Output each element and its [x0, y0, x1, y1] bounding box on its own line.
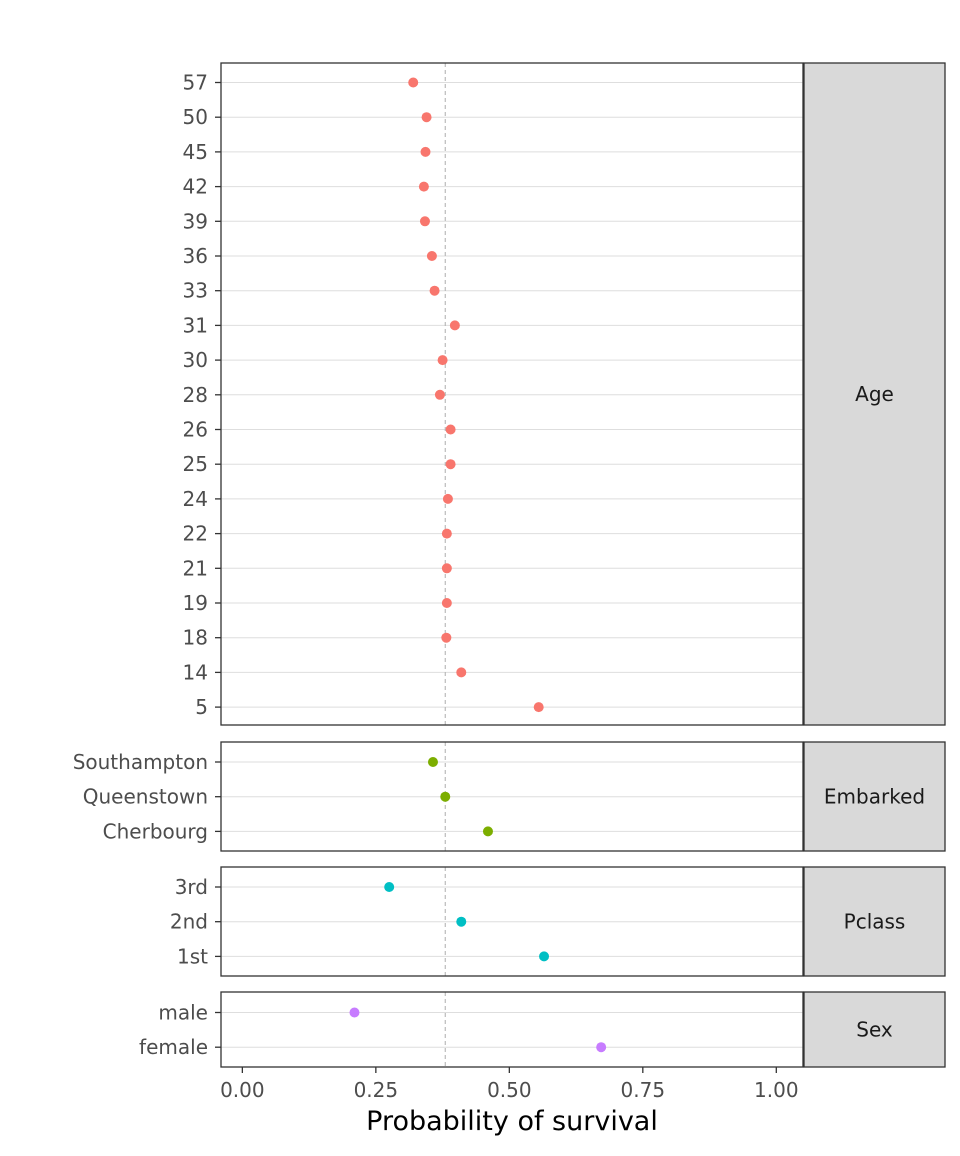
y-tick-label: Cherbourg: [103, 819, 208, 843]
facet-strip-label: Sex: [856, 1018, 893, 1042]
y-tick-label: male: [158, 1001, 208, 1025]
data-point: [441, 632, 452, 643]
data-point: [482, 826, 493, 837]
data-point: [456, 667, 467, 678]
y-tick-label: 57: [183, 71, 208, 95]
data-point: [421, 112, 432, 123]
facet-strip-label: Age: [855, 382, 894, 406]
y-tick-label: Queenstown: [83, 785, 208, 809]
data-point: [437, 355, 448, 366]
panel-border: [220, 991, 804, 1068]
x-tick-label: 0.75: [621, 1078, 666, 1102]
data-point: [384, 882, 395, 892]
data-point: [441, 563, 452, 574]
x-tick-label: 0.50: [487, 1078, 532, 1102]
data-point: [442, 493, 453, 504]
y-tick-label: 19: [183, 591, 208, 615]
data-point: [440, 791, 451, 802]
data-point: [596, 1042, 607, 1053]
data-point: [441, 528, 452, 539]
data-point: [349, 1007, 360, 1018]
y-tick-label: 39: [183, 209, 208, 233]
y-tick-label: 28: [183, 383, 208, 407]
x-axis-title: Probability of survival: [366, 1106, 658, 1137]
data-point: [456, 916, 467, 927]
y-tick-label: 30: [183, 348, 208, 372]
facet-strip-label: Pclass: [844, 910, 906, 934]
y-tick-label: 2nd: [170, 910, 208, 934]
facet-strip: [803, 991, 946, 1068]
data-point: [441, 598, 452, 608]
y-tick-label: 33: [183, 279, 208, 303]
facet-strip-label: Embarked: [824, 785, 925, 809]
data-point: [449, 320, 460, 331]
y-tick-label: 24: [183, 487, 208, 511]
y-tick-label: 21: [183, 556, 208, 580]
panel-background-age: [221, 63, 803, 725]
panel-border: [220, 62, 804, 726]
y-tick-label: female: [139, 1035, 208, 1059]
y-tick-label: 25: [183, 452, 208, 476]
data-point: [429, 285, 440, 296]
x-tick-label: 0.00: [220, 1078, 265, 1102]
y-tick-label: 18: [183, 626, 208, 650]
y-tick-label: 42: [183, 175, 208, 199]
y-tick-label: 36: [183, 244, 208, 268]
y-tick-label: 45: [183, 140, 208, 164]
y-tick-label: 14: [183, 660, 208, 684]
y-tick-label: 26: [183, 418, 208, 442]
x-tick-label: 1.00: [754, 1078, 799, 1102]
data-point: [445, 459, 456, 470]
data-point: [426, 251, 437, 261]
data-point: [427, 757, 438, 767]
data-point: [408, 77, 419, 88]
data-point: [434, 389, 445, 400]
data-point: [533, 702, 544, 713]
panel-background-sex: [221, 992, 803, 1067]
y-tick-label: 22: [183, 522, 208, 546]
y-tick-label: 50: [183, 105, 208, 129]
y-tick-label: 3rd: [175, 875, 208, 899]
data-point: [539, 951, 550, 962]
y-tick-label: 31: [183, 313, 208, 337]
data-point: [419, 216, 430, 227]
data-point: [445, 424, 456, 435]
facet-strip: [803, 866, 946, 977]
facet-strip: [803, 62, 946, 726]
facet-strip: [803, 741, 946, 852]
y-tick-label: 1st: [177, 944, 208, 968]
data-point: [420, 146, 431, 157]
x-tick-label: 0.25: [354, 1078, 399, 1102]
y-tick-label: 5: [195, 695, 208, 719]
y-tick-label: Southampton: [73, 750, 208, 774]
data-point: [418, 181, 429, 192]
